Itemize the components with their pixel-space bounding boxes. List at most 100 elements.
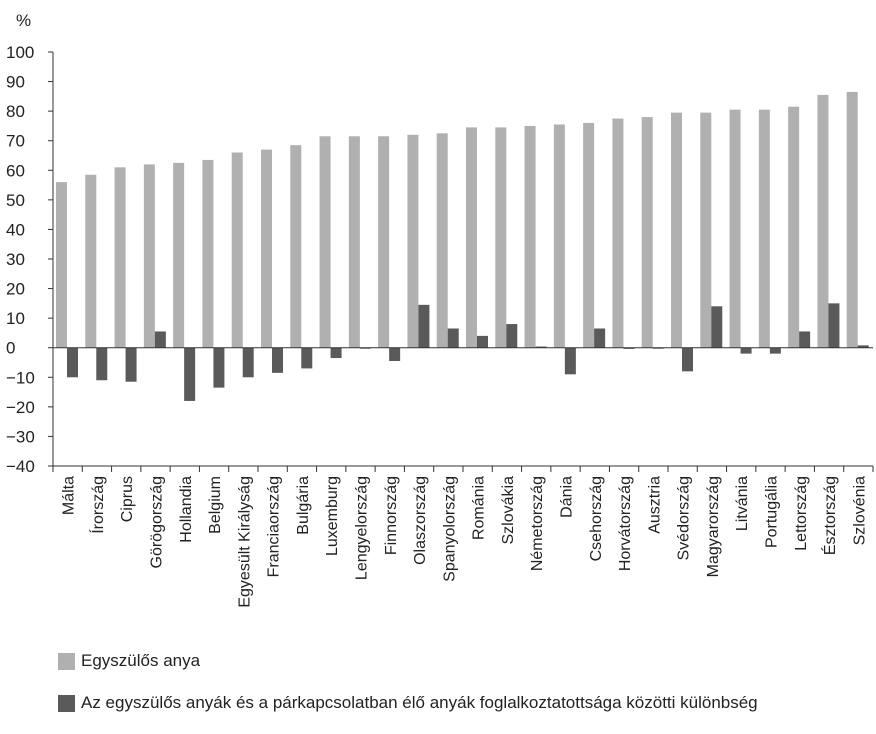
y-tick-label: 50 bbox=[6, 191, 25, 210]
y-tick-label: 40 bbox=[6, 220, 25, 239]
bar-single-mother bbox=[641, 117, 653, 348]
bar-difference bbox=[828, 303, 840, 348]
y-tick-label: −20 bbox=[6, 398, 35, 417]
legend: Egyszülős anya Az egyszülős anyák és a p… bbox=[58, 650, 758, 734]
bar-single-mother bbox=[671, 112, 682, 348]
bar-single-mother bbox=[407, 134, 419, 348]
y-tick-label: 80 bbox=[6, 102, 25, 121]
y-tick-label: 60 bbox=[6, 161, 25, 180]
x-category-label: Portugália bbox=[764, 476, 781, 548]
bar-single-mother bbox=[495, 127, 507, 348]
x-category-label: Hollandia bbox=[178, 476, 195, 543]
bar-difference bbox=[330, 347, 342, 359]
x-category-label: Bulgária bbox=[295, 476, 312, 535]
legend-swatch-light bbox=[58, 652, 75, 670]
x-category-label: Csehország bbox=[588, 476, 605, 561]
series-single-mother-bars bbox=[56, 91, 858, 348]
y-tick-label: 10 bbox=[6, 309, 25, 328]
legend-label-difference: Az egyszülős anyák és a párkapcsolatban … bbox=[81, 693, 758, 712]
bar-difference bbox=[389, 347, 401, 362]
axes bbox=[52, 52, 874, 472]
x-category-label: Spanyolország bbox=[441, 476, 458, 582]
x-category-label: Lengyelország bbox=[354, 476, 371, 580]
bar-difference bbox=[184, 347, 196, 401]
bar-difference bbox=[418, 304, 430, 348]
x-category-label: Ausztria bbox=[646, 476, 663, 534]
bar-difference bbox=[96, 347, 108, 381]
x-category-label: Észtország bbox=[820, 476, 839, 555]
bar-single-mother bbox=[348, 136, 360, 348]
bar-difference bbox=[769, 347, 781, 354]
x-category-label: Dánia bbox=[559, 476, 576, 518]
bar-difference bbox=[125, 347, 137, 382]
x-category-label: Írország bbox=[88, 476, 107, 534]
bar-difference bbox=[799, 331, 811, 348]
bar-single-mother bbox=[846, 91, 858, 348]
bar-single-mother bbox=[817, 94, 829, 348]
x-category-label: Litvánia bbox=[734, 476, 751, 531]
bar-single-mother bbox=[758, 109, 770, 348]
bar-difference bbox=[301, 347, 313, 369]
x-category-label: Görögország bbox=[149, 476, 166, 569]
bar-difference bbox=[740, 347, 752, 354]
bar-difference bbox=[594, 328, 606, 348]
x-category-label: Svédország bbox=[676, 476, 693, 561]
x-category-label: Horvátország bbox=[617, 476, 634, 571]
bar-single-mother bbox=[466, 127, 477, 348]
bar-single-mother bbox=[173, 162, 185, 348]
bar-difference bbox=[154, 331, 166, 348]
bar-difference bbox=[506, 324, 518, 348]
bar-single-mother bbox=[261, 149, 272, 348]
y-tick-label: 20 bbox=[6, 280, 25, 299]
x-category-label: Franciaország bbox=[266, 476, 283, 577]
x-category-label: Németország bbox=[529, 476, 546, 571]
bar-single-mother bbox=[143, 164, 155, 348]
x-axis-labels: Málta Írország Ciprus Görögország Hollandia B… bbox=[61, 476, 869, 608]
x-category-label: Finnország bbox=[383, 476, 400, 555]
bar-single-mother bbox=[553, 124, 565, 348]
bar-single-mother bbox=[583, 122, 595, 348]
bar-difference bbox=[477, 335, 488, 348]
bar-single-mother bbox=[319, 136, 331, 348]
y-tick-label: 90 bbox=[6, 73, 25, 92]
bar-difference bbox=[682, 347, 693, 372]
x-category-label: Málta bbox=[61, 476, 78, 515]
bar-difference bbox=[623, 347, 635, 349]
x-category-label: Olaszország bbox=[412, 476, 429, 565]
x-category-label: Szlovénia bbox=[851, 476, 868, 545]
bar-difference bbox=[564, 347, 576, 375]
bar-single-mother bbox=[231, 152, 243, 348]
bar-single-mother bbox=[114, 167, 126, 348]
x-category-label: Szlovákia bbox=[500, 476, 517, 545]
legend-label-single-mother: Egyszülős anya bbox=[81, 651, 201, 670]
y-tick-label: 100 bbox=[6, 43, 34, 62]
y-tick-label: −10 bbox=[6, 368, 35, 387]
bar-single-mother bbox=[85, 174, 97, 348]
legend-item-difference: Az egyszülős anyák és a párkapcsolatban … bbox=[58, 692, 758, 714]
bar-difference bbox=[447, 328, 459, 348]
bar-difference bbox=[272, 347, 283, 373]
x-category-label: Ciprus bbox=[119, 476, 136, 522]
legend-swatch-dark bbox=[58, 694, 75, 712]
x-category-label: Magyarország bbox=[705, 476, 722, 577]
bar-difference bbox=[857, 345, 869, 348]
y-tick-label: 30 bbox=[6, 250, 25, 269]
y-tick-label: −40 bbox=[6, 457, 35, 476]
bar-single-mother bbox=[56, 182, 67, 348]
x-category-label: Lettország bbox=[793, 476, 810, 551]
y-tick-label: −30 bbox=[6, 427, 35, 446]
bar-difference bbox=[213, 347, 225, 388]
bar-single-mother bbox=[700, 112, 712, 348]
bar-single-mother bbox=[612, 118, 624, 348]
x-category-label: Egyesült Királyság bbox=[236, 476, 253, 608]
series-difference-bars bbox=[67, 303, 869, 401]
bar-difference bbox=[535, 346, 547, 348]
x-category-label: Luxemburg bbox=[324, 476, 341, 556]
bar-single-mother bbox=[290, 145, 302, 348]
bar-single-mother bbox=[729, 109, 741, 348]
x-category-label: Románia bbox=[471, 476, 488, 540]
y-axis-unit-label: % bbox=[16, 11, 31, 30]
bar-single-mother bbox=[202, 159, 214, 348]
